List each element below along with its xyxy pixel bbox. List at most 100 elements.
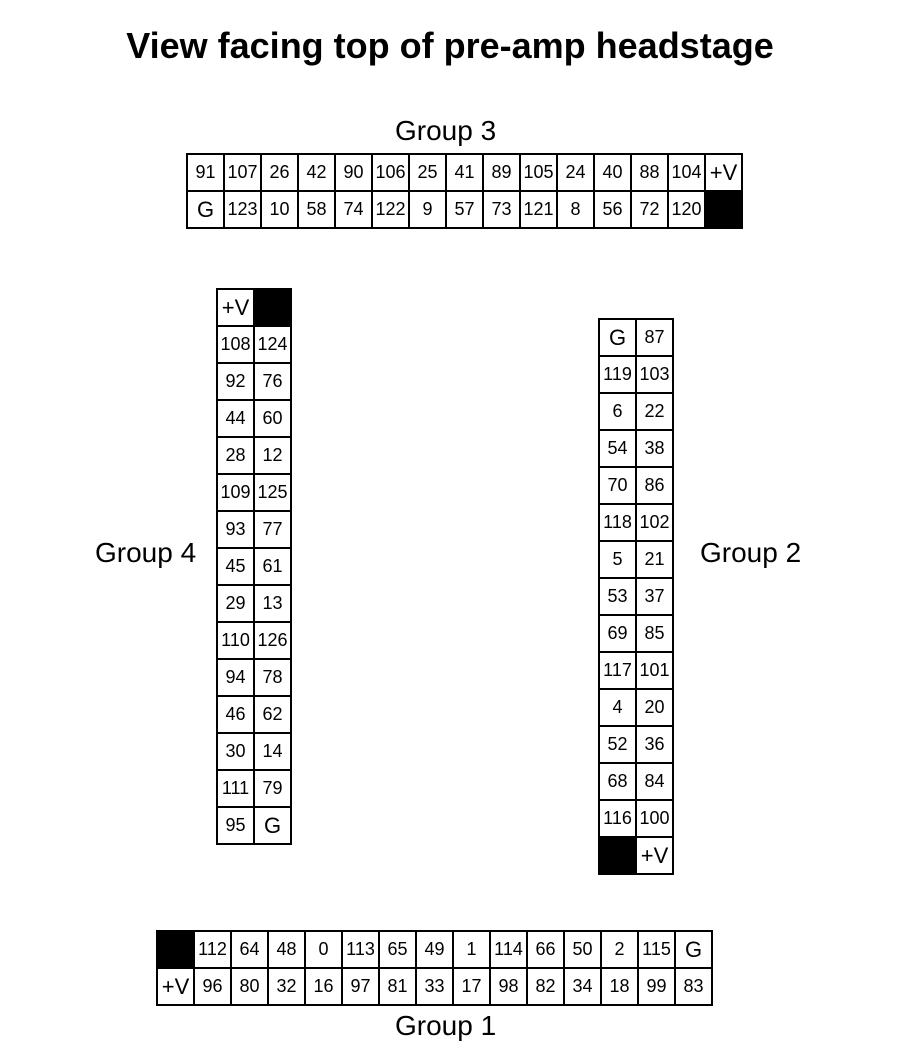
pin-cell: 92 (217, 363, 254, 400)
pin-cell: 42 (298, 154, 335, 191)
pin-cell: 114 (490, 931, 527, 968)
pin-cell: 107 (224, 154, 261, 191)
pin-cell: 10 (261, 191, 298, 228)
pin-cell: G (599, 319, 636, 356)
group3-label: Group 3 (395, 115, 496, 147)
pin-cell: 26 (261, 154, 298, 191)
pin-cell: 64 (231, 931, 268, 968)
pin-cell: 116 (599, 800, 636, 837)
pin-cell: 25 (409, 154, 446, 191)
pin-cell: 101 (636, 652, 673, 689)
pin-cell: 93 (217, 511, 254, 548)
pin-cell: 30 (217, 733, 254, 770)
pin-cell: 88 (631, 154, 668, 191)
group2-grid: G871191036225438708611810252153376985117… (598, 318, 674, 875)
pin-cell: 33 (416, 968, 453, 1005)
pin-cell: 29 (217, 585, 254, 622)
pin-cell: 12 (254, 437, 291, 474)
pin-cell: 6 (599, 393, 636, 430)
pin-cell: 45 (217, 548, 254, 585)
pin-cell: 91 (187, 154, 224, 191)
pin-cell: 84 (636, 763, 673, 800)
pin-cell: 123 (224, 191, 261, 228)
group1-grid: 112644801136549111466502115G+V9680321697… (156, 930, 713, 1006)
pin-cell: +V (157, 968, 194, 1005)
pin-cell: 14 (254, 733, 291, 770)
pin-cell: 60 (254, 400, 291, 437)
pin-cell: 117 (599, 652, 636, 689)
pin-cell: 18 (601, 968, 638, 1005)
pin-cell: 90 (335, 154, 372, 191)
pin-cell: 87 (636, 319, 673, 356)
pin-cell: 77 (254, 511, 291, 548)
pin-cell: 61 (254, 548, 291, 585)
pin-cell: 96 (194, 968, 231, 1005)
pin-cell: 41 (446, 154, 483, 191)
pin-cell: 58 (298, 191, 335, 228)
pin-cell: 34 (564, 968, 601, 1005)
pin-cell: 37 (636, 578, 673, 615)
pin-cell: 70 (599, 467, 636, 504)
pin-cell: 126 (254, 622, 291, 659)
pin-cell: 106 (372, 154, 409, 191)
pin-cell: 125 (254, 474, 291, 511)
pin-cell: 65 (379, 931, 416, 968)
pin-cell: 83 (675, 968, 712, 1005)
pin-cell (157, 931, 194, 968)
pin-cell: 95 (217, 807, 254, 844)
pin-cell: 98 (490, 968, 527, 1005)
pin-cell: +V (705, 154, 742, 191)
pin-cell: 85 (636, 615, 673, 652)
pin-cell: 52 (599, 726, 636, 763)
pin-cell (705, 191, 742, 228)
pin-cell: 17 (453, 968, 490, 1005)
pin-cell: 109 (217, 474, 254, 511)
pin-cell: 104 (668, 154, 705, 191)
group2-label: Group 2 (700, 537, 801, 569)
pin-cell: 1 (453, 931, 490, 968)
pin-cell: 115 (638, 931, 675, 968)
pin-cell: 111 (217, 770, 254, 807)
pin-cell: 74 (335, 191, 372, 228)
pin-cell: 105 (520, 154, 557, 191)
pin-cell: 112 (194, 931, 231, 968)
pin-cell (254, 289, 291, 326)
pin-cell: 113 (342, 931, 379, 968)
pin-cell (599, 837, 636, 874)
group4-grid: +V10812492764460281210912593774561291311… (216, 288, 292, 845)
pin-cell: 24 (557, 154, 594, 191)
pin-cell: G (187, 191, 224, 228)
pin-cell: 82 (527, 968, 564, 1005)
pin-cell: 38 (636, 430, 673, 467)
pin-cell: 68 (599, 763, 636, 800)
pin-cell: 108 (217, 326, 254, 363)
pin-cell: 66 (527, 931, 564, 968)
pin-cell: 118 (599, 504, 636, 541)
pin-cell: 53 (599, 578, 636, 615)
pin-cell: 48 (268, 931, 305, 968)
pin-cell: 86 (636, 467, 673, 504)
pin-cell: 62 (254, 696, 291, 733)
pin-cell: 100 (636, 800, 673, 837)
pin-cell: 8 (557, 191, 594, 228)
pin-cell: 28 (217, 437, 254, 474)
pin-cell: 103 (636, 356, 673, 393)
group1-label: Group 1 (395, 1010, 496, 1042)
pin-cell: 72 (631, 191, 668, 228)
pin-cell: 80 (231, 968, 268, 1005)
pin-cell: 50 (564, 931, 601, 968)
pin-cell: 5 (599, 541, 636, 578)
pin-cell: G (675, 931, 712, 968)
pin-cell: 56 (594, 191, 631, 228)
group3-grid: 91107264290106254189105244088104+VG12310… (186, 153, 743, 229)
pin-cell: 78 (254, 659, 291, 696)
pin-cell: 49 (416, 931, 453, 968)
pin-cell: 124 (254, 326, 291, 363)
pin-cell: 2 (601, 931, 638, 968)
pin-cell: 97 (342, 968, 379, 1005)
pin-cell: 89 (483, 154, 520, 191)
pin-cell: 57 (446, 191, 483, 228)
pin-cell: +V (636, 837, 673, 874)
pin-cell: 21 (636, 541, 673, 578)
pin-cell: 94 (217, 659, 254, 696)
